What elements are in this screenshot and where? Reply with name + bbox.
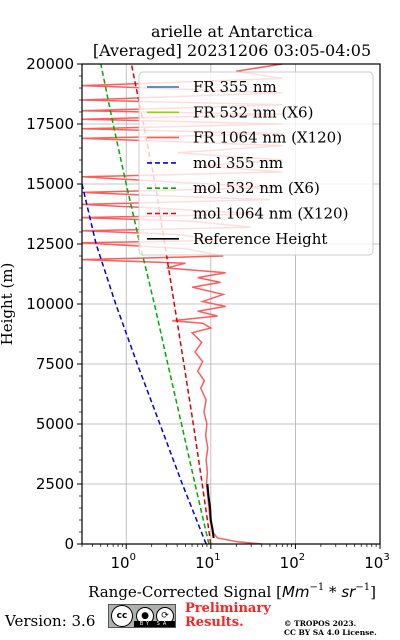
y-tick-label: 12500 xyxy=(26,235,74,253)
axis-ticks: 0 2500 5000 7500 10000 12500 15000 17500 20000 10… xyxy=(26,55,389,572)
series-line-5 xyxy=(130,63,212,545)
cc-license-badge: cc ● ⟳ BY SA xyxy=(108,604,176,628)
copyright-line1: © TROPOS 2023. xyxy=(284,619,357,628)
by-label: BY xyxy=(139,621,152,627)
legend-label-5: mol 1064 nm (X120) xyxy=(193,205,348,223)
copyright-line2: CC BY SA 4.0 License. xyxy=(284,628,377,637)
y-tick-label: 2500 xyxy=(36,475,74,493)
x-tick-label: 100 xyxy=(110,552,135,572)
series-line-4 xyxy=(100,63,210,545)
footer: Version: 3.6 cc ● ⟳ BY SA Preliminary Re… xyxy=(0,598,400,640)
y-tick-label: 0 xyxy=(64,535,74,553)
y-tick-label: 15000 xyxy=(26,175,74,193)
lidar-profile-chart: arielle at Antarctica [Averaged] 2023120… xyxy=(0,22,390,600)
x-axis-label: Range-Corrected Signal [Mm−1 * sr−1] xyxy=(88,582,376,600)
y-tick-label: 17500 xyxy=(26,115,74,133)
legend-label-2: FR 1064 nm (X120) xyxy=(193,129,342,147)
preliminary-notice: Preliminary Results. xyxy=(185,602,271,630)
series-line-3 xyxy=(81,183,207,545)
y-tick-label: 7500 xyxy=(36,355,74,373)
legend-label-0: FR 355 nm xyxy=(193,78,277,96)
legend-label-3: mol 355 nm xyxy=(193,154,283,172)
y-tick-label: 20000 xyxy=(26,55,74,73)
x-axis-label-text: Range-Corrected Signal [ xyxy=(88,583,282,600)
version-label: Version: 3.6 xyxy=(5,612,96,630)
attribution-icon: ● xyxy=(136,607,154,625)
sa-label: SA xyxy=(156,621,170,627)
preliminary-line2: Results. xyxy=(185,615,244,630)
x-axis-label-unit2: sr xyxy=(341,583,356,600)
legend-box xyxy=(138,71,374,256)
chart-subtitle: [Averaged] 20231206 03:05-04:05 xyxy=(93,41,371,60)
x-axis-label-unit-exp: −1 xyxy=(310,582,325,593)
x-tick-label: 103 xyxy=(364,552,389,572)
cc-icon: cc xyxy=(111,605,133,627)
y-axis-label: Height (m) xyxy=(0,263,16,346)
series-line-6 xyxy=(206,483,215,539)
legend-label-4: mol 532 nm (X6) xyxy=(193,179,320,197)
copyright-notice: © TROPOS 2023. CC BY SA 4.0 License. xyxy=(284,619,377,637)
x-axis-label-mult: * xyxy=(324,583,341,600)
x-axis-label-close: ] xyxy=(370,583,376,600)
legend-label-1: FR 532 nm (X6) xyxy=(193,103,313,121)
x-axis-label-unit2-exp: −1 xyxy=(355,582,370,593)
legend: FR 355 nm FR 532 nm (X6) FR 1064 nm (X120)… xyxy=(138,71,374,256)
x-tick-label: 101 xyxy=(195,552,220,572)
license-strip: BY SA xyxy=(134,621,175,627)
x-axis-label-unit: Mm xyxy=(282,583,310,600)
y-tick-label: 5000 xyxy=(36,415,74,433)
preliminary-line1: Preliminary xyxy=(185,601,271,616)
y-tick-label: 10000 xyxy=(26,295,74,313)
chart-title: arielle at Antarctica xyxy=(151,22,314,41)
legend-label-6: Reference Height xyxy=(193,230,327,248)
x-tick-label: 102 xyxy=(280,552,305,572)
